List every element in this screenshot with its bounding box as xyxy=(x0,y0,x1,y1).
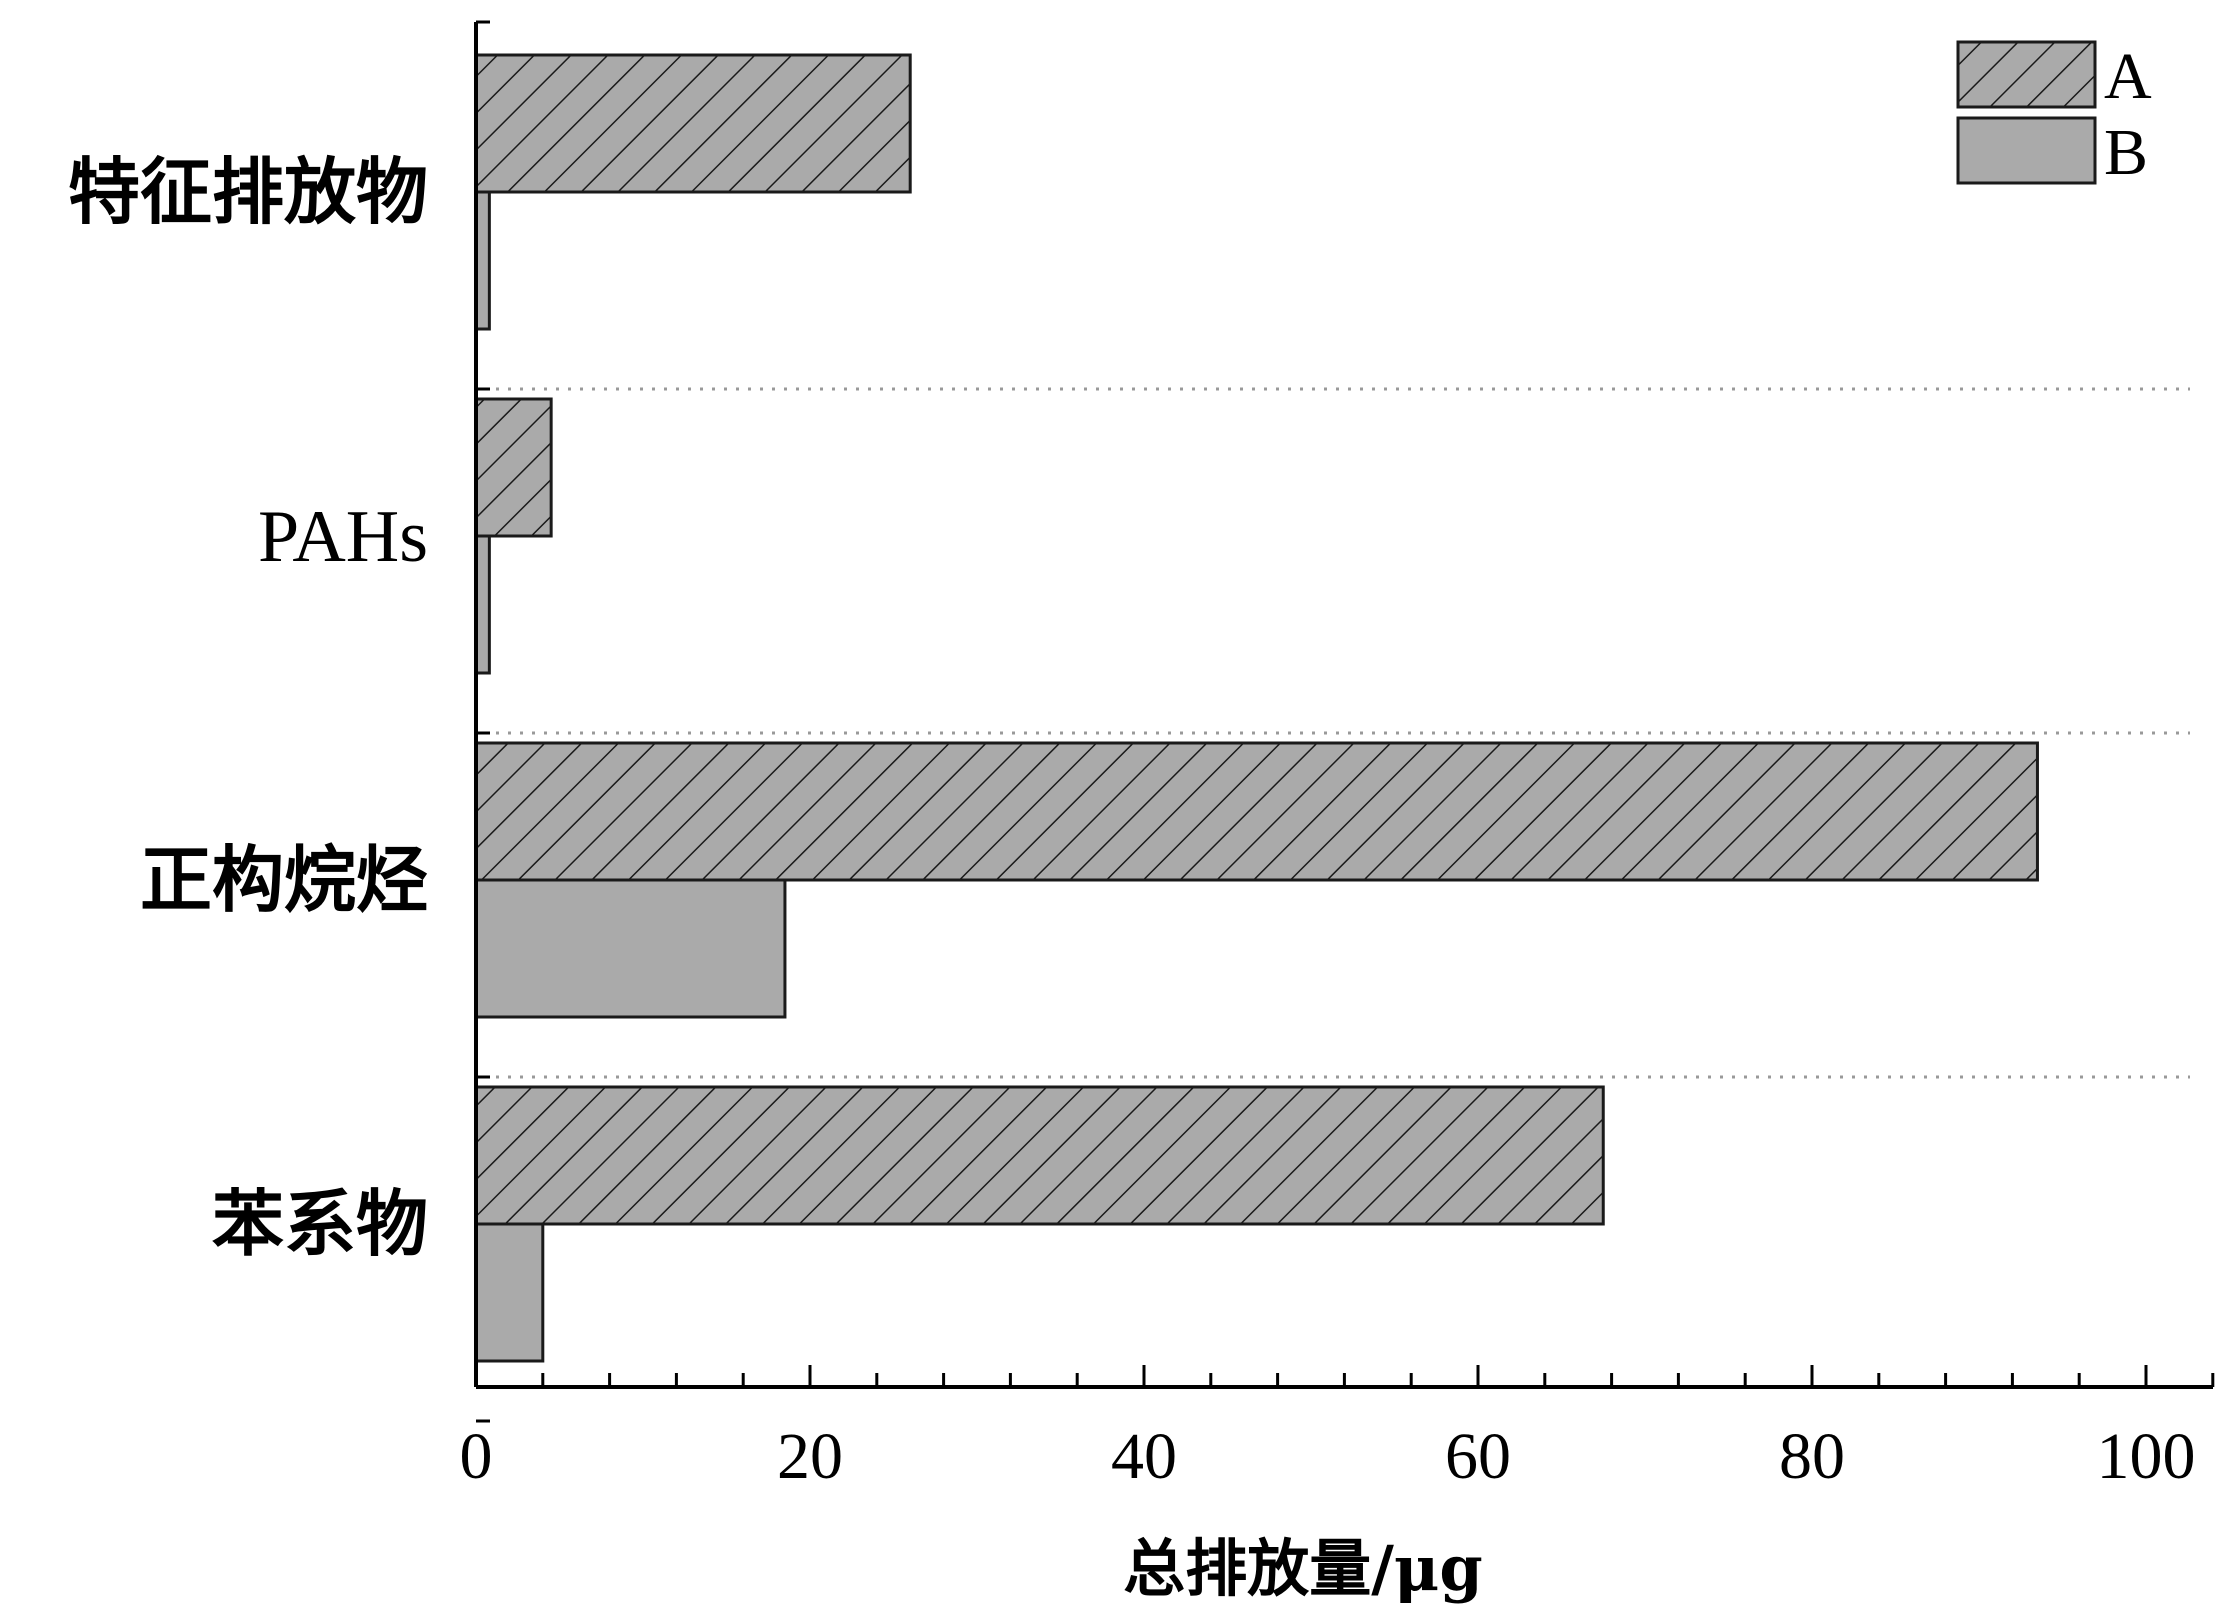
legend-swatch-B xyxy=(1956,116,2097,185)
bar-B-4 xyxy=(474,1222,545,1363)
bar-A-3 xyxy=(474,741,2039,882)
x-tick-label: 100 xyxy=(2097,1420,2196,1493)
axes-layer xyxy=(474,20,2215,1423)
x-tick-label: 40 xyxy=(1111,1420,1177,1493)
bars-layer xyxy=(474,53,2039,1363)
legend: AB xyxy=(1956,40,2152,189)
x-tick-label: 80 xyxy=(1779,1420,1845,1493)
bar-A-1 xyxy=(474,53,912,194)
bar-A-4 xyxy=(474,1085,1605,1226)
bar-A-2 xyxy=(474,397,553,538)
bar-B-2 xyxy=(474,534,491,675)
x-tick-label: 20 xyxy=(777,1420,843,1493)
legend-label-B: B xyxy=(2104,116,2148,189)
category-label: 正构烷烃 xyxy=(140,837,428,922)
category-label: 苯系物 xyxy=(212,1181,428,1266)
x-axis-title: 总排放量/μg xyxy=(1123,1532,1482,1605)
category-label: PAHs xyxy=(258,496,428,578)
legend-label-A: A xyxy=(2104,40,2152,113)
bar-B-1 xyxy=(474,190,491,331)
x-tick-label: 0 xyxy=(460,1420,493,1493)
bar-B-3 xyxy=(474,878,787,1019)
category-label: 特征排放物 xyxy=(68,149,428,234)
grid-layer xyxy=(484,387,2190,1079)
x-tick-label: 60 xyxy=(1445,1420,1511,1493)
legend-swatch-A xyxy=(1956,40,2097,109)
